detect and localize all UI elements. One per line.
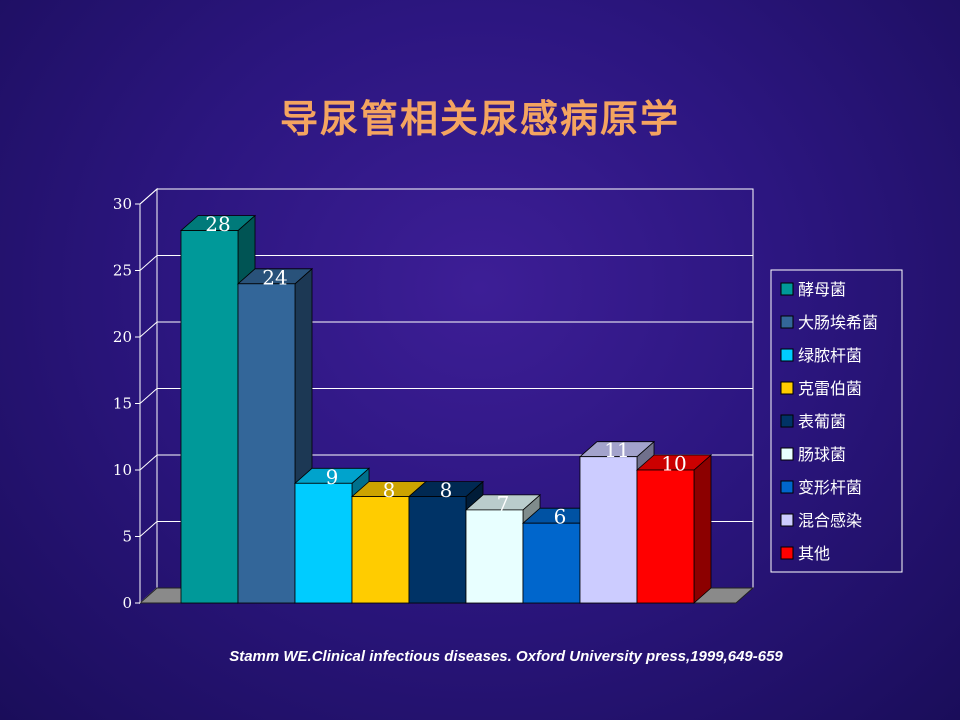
y-tick-label: 25 [113, 262, 132, 280]
bar-6 [465, 509, 524, 604]
bar-5 [408, 496, 467, 604]
legend-swatch-6 [780, 447, 794, 461]
legend-box [770, 269, 903, 573]
citation: Stamm WE.Clinical infectious diseases. O… [229, 648, 783, 665]
legend-label-6: 肠球菌 [798, 445, 846, 464]
legend-label-8: 混合感染 [798, 511, 862, 530]
gridline-side [139, 388, 158, 404]
legend-label-7: 变形杆菌 [798, 478, 862, 497]
bar-side-9 [693, 454, 712, 604]
y-tick-label: 5 [122, 528, 132, 546]
data-label-8: 11 [604, 438, 629, 462]
data-label-1: 28 [205, 212, 230, 236]
data-label-2: 24 [262, 265, 287, 289]
legend-swatch-4 [780, 381, 794, 395]
y-tick-label: 20 [113, 328, 132, 346]
bar-7 [522, 522, 581, 604]
bar-3 [294, 482, 353, 604]
legend-swatch-2 [780, 315, 794, 329]
legend-swatch-1 [780, 282, 794, 296]
bar-2 [237, 283, 296, 604]
legend-swatch-5 [780, 414, 794, 428]
gridline-side [139, 321, 158, 338]
gridline-side [139, 454, 158, 471]
legend-label-9: 其他 [798, 544, 830, 563]
gridline-side [139, 188, 158, 205]
bar-4 [351, 496, 410, 604]
bar-8 [579, 456, 638, 604]
data-label-9: 10 [661, 452, 686, 476]
data-label-4: 8 [383, 478, 396, 502]
legend-swatch-8 [780, 513, 794, 527]
gridline-side [139, 255, 158, 271]
legend-swatch-3 [780, 348, 794, 362]
data-label-7: 6 [554, 505, 567, 529]
y-tick-label: 10 [113, 461, 132, 479]
bar-1 [180, 230, 239, 604]
legend-label-5: 表葡菌 [798, 412, 846, 431]
legend-swatch-9 [780, 546, 794, 560]
bar-9 [636, 469, 695, 604]
legend-label-3: 绿脓杆菌 [798, 346, 862, 365]
y-tick-label: 15 [113, 395, 132, 413]
legend-swatch-7 [780, 480, 794, 494]
y-tick-label: 30 [113, 195, 132, 213]
y-tick-label: 0 [122, 594, 132, 612]
slide-title: 导尿管相关尿感病原学 [279, 97, 680, 141]
gridline-side [139, 521, 158, 537]
data-label-6: 7 [497, 491, 510, 515]
data-label-5: 8 [440, 478, 453, 502]
legend-label-1: 酵母菌 [798, 280, 846, 299]
legend-label-2: 大肠埃希菌 [798, 313, 878, 332]
data-label-3: 9 [326, 465, 339, 489]
legend-label-4: 克雷伯菌 [798, 379, 862, 398]
